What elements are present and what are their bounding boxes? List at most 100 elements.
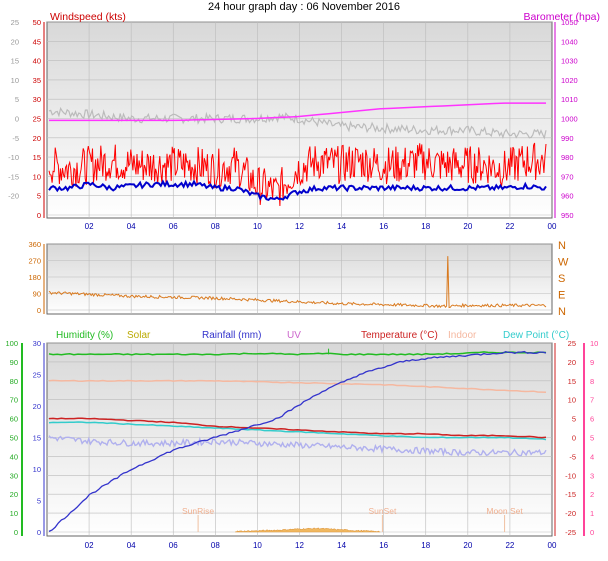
uv-tick-label: 8	[590, 377, 594, 386]
wind-tick-label: 40	[33, 57, 41, 66]
baro-tick-label: 960	[561, 192, 574, 201]
wind-tick-label: 5	[37, 192, 41, 201]
wind-gust-line	[48, 142, 547, 207]
baro-tick-label: 970	[561, 172, 574, 181]
panel1-x-tick-label: 16	[379, 222, 388, 231]
winddir-tick-label: 0	[37, 306, 41, 315]
rainfall-tick-label: 25	[33, 371, 41, 380]
temperature-tick-label: -5	[569, 452, 576, 461]
legend-entry: Humidity (%)	[56, 330, 113, 341]
panel1-x-tick-label: 00	[548, 222, 557, 231]
temperature-tick-label: 10	[568, 396, 576, 405]
winddir-tick-label: 360	[28, 240, 41, 249]
temperature-tick-label: 0	[572, 434, 576, 443]
humidity-tick-label: 30	[10, 471, 18, 480]
uv-tick-label: 1	[590, 509, 594, 518]
outer-tick-label: 10	[11, 76, 19, 85]
panel1-x-tick-label: 06	[169, 222, 178, 231]
panel1-x-tick-label: 18	[421, 222, 430, 231]
panel1-x-tick-label: 02	[85, 222, 94, 231]
panel1-x-tick-label: 12	[295, 222, 304, 231]
panel3-x-tick-label: 06	[169, 541, 178, 550]
temperature-tick-label: -25	[565, 528, 576, 537]
outer-tick-label: -15	[8, 172, 19, 181]
rainfall-tick-label: 30	[33, 339, 41, 348]
humidity-tick-label: 0	[14, 528, 18, 537]
panel1-x-tick-label: 08	[211, 222, 220, 231]
compass-label: W	[558, 257, 569, 269]
rainfall-tick-label: 5	[37, 497, 41, 506]
winddir-tick-label: 90	[33, 290, 41, 299]
humidity-tick-label: 50	[10, 434, 18, 443]
temperature-tick-label: 20	[568, 358, 576, 367]
humidity-line	[48, 351, 547, 356]
indoor-temperature-line	[48, 379, 547, 394]
wind-tick-label: 20	[33, 134, 41, 143]
panel1-x-tick-label: 20	[463, 222, 472, 231]
outer-tick-label: -20	[8, 192, 19, 201]
outer-tick-label: 5	[15, 95, 19, 104]
uv-tick-label: 3	[590, 471, 594, 480]
wind-tick-label: 0	[37, 211, 41, 220]
gray-series-line	[48, 106, 547, 140]
outer-tick-label: 15	[11, 57, 19, 66]
compass-label: E	[558, 290, 565, 302]
outer-tick-label: 20	[11, 37, 19, 46]
wind-tick-label: 10	[33, 172, 41, 181]
baro-tick-label: 1000	[561, 115, 578, 124]
humidity-tick-label: 90	[10, 358, 18, 367]
uv-tick-label: 4	[590, 452, 594, 461]
baro-tick-label: 950	[561, 211, 574, 220]
baro-tick-label: 1050	[561, 18, 578, 27]
outer-tick-label: 25	[11, 18, 19, 27]
humidity-tick-label: 60	[10, 415, 18, 424]
panel3-x-tick-label: 22	[505, 541, 514, 550]
wind-direction-line	[48, 256, 547, 309]
compass-label: N	[558, 240, 566, 252]
uv-tick-label: 9	[590, 358, 594, 367]
legend-entry: Dew Point (°C)	[503, 330, 569, 341]
compass-label: S	[558, 273, 565, 285]
uv-tick-label: 2	[590, 490, 594, 499]
outer-tick-label: -10	[8, 153, 19, 162]
dew-point-line	[48, 421, 547, 441]
rainfall-line	[48, 350, 547, 532]
panel3-x-tick-label: 18	[421, 541, 430, 550]
panel3-x-tick-label: 14	[337, 541, 346, 550]
panel1-x-tick-label: 04	[127, 222, 136, 231]
rainfall-tick-label: 20	[33, 402, 41, 411]
humidity-tick-label: 20	[10, 490, 18, 499]
baro-tick-label: 1040	[561, 37, 578, 46]
legend-entry: Rainfall (mm)	[202, 330, 261, 341]
outer-tick-label: 0	[15, 115, 19, 124]
panel1-x-tick-label: 22	[505, 222, 514, 231]
compass-label: N	[558, 306, 566, 318]
baro-tick-label: 980	[561, 153, 574, 162]
annotation-label: SunRise	[182, 506, 214, 516]
humidity-tick-label: 40	[10, 452, 18, 461]
winddir-tick-label: 270	[28, 257, 41, 266]
panel3-x-tick-label: 04	[127, 541, 136, 550]
baro-tick-label: 1010	[561, 95, 578, 104]
panel3-x-tick-label: 16	[379, 541, 388, 550]
baro-tick-label: 990	[561, 134, 574, 143]
uv-tick-label: 0	[590, 528, 594, 537]
wind-tick-label: 25	[33, 115, 41, 124]
baro-tick-label: 1020	[561, 76, 578, 85]
panel3-x-tick-label: 02	[85, 541, 94, 550]
legend-entry: Indoor	[448, 330, 477, 341]
panel1-x-tick-label: 10	[253, 222, 262, 231]
rainfall-tick-label: 0	[37, 528, 41, 537]
wind-tick-label: 45	[33, 37, 41, 46]
chart-title: 24 hour graph day : 06 November 2016	[208, 1, 400, 13]
panel3-x-tick-label: 12	[295, 541, 304, 550]
wind-tick-label: 15	[33, 153, 41, 162]
panel3-x-tick-label: 08	[211, 541, 220, 550]
humidity-tick-label: 70	[10, 396, 18, 405]
humidity-tick-label: 80	[10, 377, 18, 386]
wind-tick-label: 30	[33, 95, 41, 104]
winddir-tick-label: 180	[28, 273, 41, 282]
panel3-x-tick-label: 10	[253, 541, 262, 550]
